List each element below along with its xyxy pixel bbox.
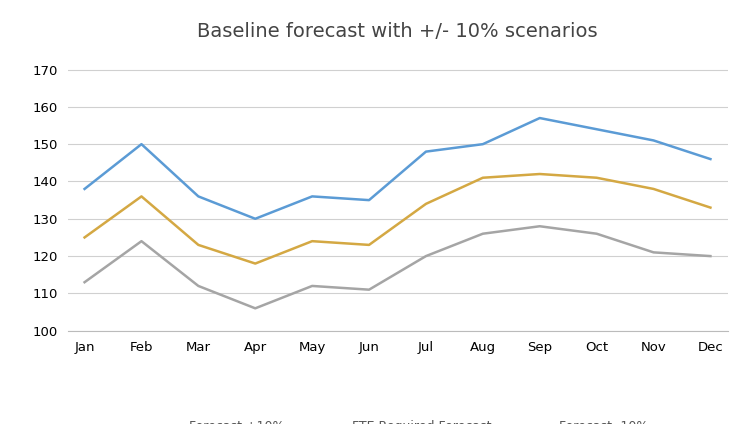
FTE Required Forecast xyxy=(308,239,316,244)
Forecast +10% xyxy=(308,194,316,199)
FTE Required Forecast xyxy=(194,243,202,248)
Forecast -10% xyxy=(364,287,374,292)
Forecast +10% xyxy=(592,127,602,132)
Line: Forecast -10%: Forecast -10% xyxy=(85,226,710,308)
Forecast +10% xyxy=(422,149,430,154)
Forecast -10% xyxy=(194,283,202,288)
Forecast +10% xyxy=(137,142,146,147)
Title: Baseline forecast with +/- 10% scenarios: Baseline forecast with +/- 10% scenarios xyxy=(197,22,598,41)
Forecast -10% xyxy=(536,224,544,229)
Line: Forecast +10%: Forecast +10% xyxy=(85,118,710,219)
Legend: Forecast +10%, FTE Required Forecast, Forecast -10%: Forecast +10%, FTE Required Forecast, Fo… xyxy=(142,416,653,424)
Forecast -10% xyxy=(706,254,715,259)
FTE Required Forecast xyxy=(592,175,602,180)
FTE Required Forecast xyxy=(422,201,430,206)
Forecast -10% xyxy=(80,280,89,285)
Forecast -10% xyxy=(649,250,658,255)
Forecast +10% xyxy=(649,138,658,143)
FTE Required Forecast xyxy=(536,171,544,176)
Forecast -10% xyxy=(137,239,146,244)
FTE Required Forecast xyxy=(80,235,89,240)
Forecast -10% xyxy=(308,283,316,288)
Line: FTE Required Forecast: FTE Required Forecast xyxy=(85,174,710,264)
Forecast -10% xyxy=(478,231,488,236)
FTE Required Forecast xyxy=(649,187,658,192)
Forecast +10% xyxy=(478,142,488,147)
Forecast +10% xyxy=(364,198,374,203)
Forecast -10% xyxy=(592,231,602,236)
FTE Required Forecast xyxy=(706,205,715,210)
FTE Required Forecast xyxy=(251,261,260,266)
FTE Required Forecast xyxy=(364,243,374,248)
FTE Required Forecast xyxy=(478,175,488,180)
Forecast -10% xyxy=(251,306,260,311)
Forecast +10% xyxy=(251,216,260,221)
Forecast +10% xyxy=(706,156,715,162)
Forecast +10% xyxy=(536,115,544,120)
Forecast -10% xyxy=(422,254,430,259)
Forecast +10% xyxy=(80,187,89,192)
FTE Required Forecast xyxy=(137,194,146,199)
Forecast +10% xyxy=(194,194,202,199)
